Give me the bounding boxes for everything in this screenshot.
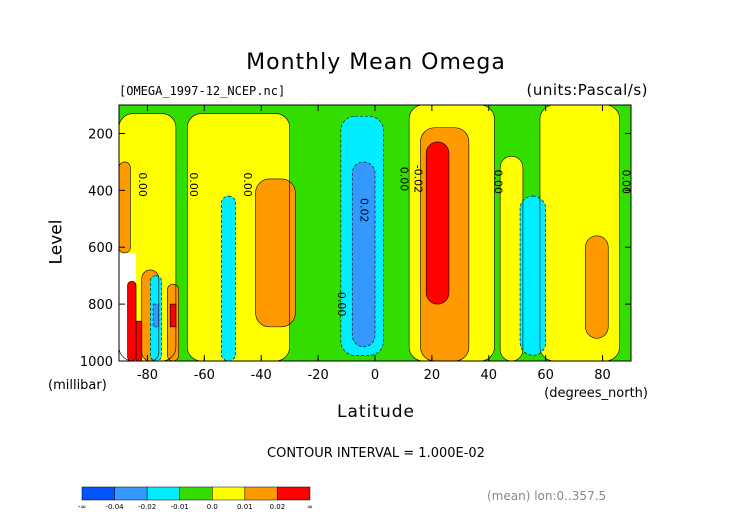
y-axis-label: Level	[46, 219, 67, 265]
region-white	[119, 252, 128, 361]
colorbar-tick-label: 0.02	[270, 503, 286, 511]
contour-line	[340, 116, 384, 356]
x-tick-label: -60	[194, 368, 215, 383]
region-red	[136, 321, 142, 361]
contour-labels: 0.00 0.00 0.000.000.020.00 -0.02 0.00 0.00	[136, 165, 633, 317]
colorbar-swatch	[114, 486, 148, 501]
contour-line	[169, 303, 177, 328]
units-label: (units:Pascal/s)	[526, 81, 648, 99]
region-blue	[352, 161, 375, 347]
contour-interval-text: CONTOUR INTERVAL = 1.000E-02	[267, 446, 485, 461]
region-red	[426, 141, 449, 305]
contour-label: 0.00	[187, 172, 200, 197]
colorbar-tick-label: ∞	[307, 503, 313, 511]
contour-line	[351, 161, 376, 348]
colorbar-swatch	[146, 486, 180, 501]
contour-label: 0.00	[241, 172, 254, 197]
contour-label: 0.00	[136, 172, 149, 197]
colorbar-swatch	[212, 486, 246, 501]
colorbar-tick-label: -∞	[78, 503, 86, 511]
contour-label: 0.02	[358, 198, 371, 223]
x-tick-label: 60	[537, 368, 554, 383]
y-axis: 200 400 600 800 1000	[80, 127, 631, 370]
y-tick-label: 400	[88, 184, 113, 199]
colorbar-swatch	[179, 486, 213, 501]
contour-label: -0.02	[412, 165, 425, 193]
x-tick-label: 20	[424, 368, 441, 383]
region-orange	[255, 178, 296, 327]
region-blue	[153, 304, 159, 327]
colorbar-tick-label: 0.0	[207, 503, 218, 511]
colorbar-tick-label: 0.01	[237, 503, 253, 511]
region-cyan	[520, 196, 546, 356]
y-tick-label: 200	[88, 127, 113, 142]
colorbar-swatch	[277, 486, 311, 501]
x-axis-units: (degrees_north)	[544, 386, 648, 401]
colorbar-swatch	[244, 486, 278, 501]
y-axis-units: (millibar)	[48, 378, 107, 393]
colorbar: -∞ -0.04 -0.02 -0.01 0.0 0.01 0.02 ∞	[78, 486, 313, 511]
x-tick-label: -40	[251, 368, 272, 383]
x-axis: -80 -60 -40 -20 0 20 40 60 80	[137, 105, 611, 383]
contour-line	[152, 303, 160, 328]
colorbar-swatch	[81, 486, 115, 501]
region-orange	[119, 161, 131, 253]
contour-label: 0.00	[619, 170, 632, 195]
region-yellow	[500, 156, 523, 361]
x-tick-label: 40	[481, 368, 498, 383]
contour-line	[255, 178, 296, 328]
chart-title: Monthly Mean Omega	[246, 50, 506, 75]
x-axis-label: Latitude	[337, 402, 415, 422]
region-orange	[585, 235, 609, 339]
region-red	[127, 281, 137, 361]
contour-label: 0.00	[491, 170, 504, 195]
contour-label: 0.00	[397, 167, 410, 192]
contour-line	[425, 141, 450, 305]
region-red	[170, 304, 176, 327]
x-tick-label: -80	[137, 368, 158, 383]
region-white	[127, 252, 137, 282]
contour-label: 0.00	[335, 292, 348, 317]
x-tick-label: 0	[371, 368, 379, 383]
y-tick-label: 600	[88, 241, 113, 256]
file-label: [OMEGA_1997-12_NCEP.nc]	[119, 84, 286, 98]
x-tick-label: -20	[307, 368, 328, 383]
contour-line	[519, 195, 546, 356]
colorbar-tick-label: -0.04	[106, 503, 125, 511]
colorbar-tick-label: -0.01	[171, 503, 189, 511]
x-tick-label: 80	[594, 368, 611, 383]
contour-line	[585, 235, 609, 339]
mean-text: (mean) lon:0..357.5	[487, 489, 607, 503]
colorbar-tick-label: -0.02	[138, 503, 156, 511]
y-tick-label: 1000	[80, 355, 113, 370]
y-tick-label: 800	[88, 298, 113, 313]
region-cyan	[221, 196, 236, 361]
